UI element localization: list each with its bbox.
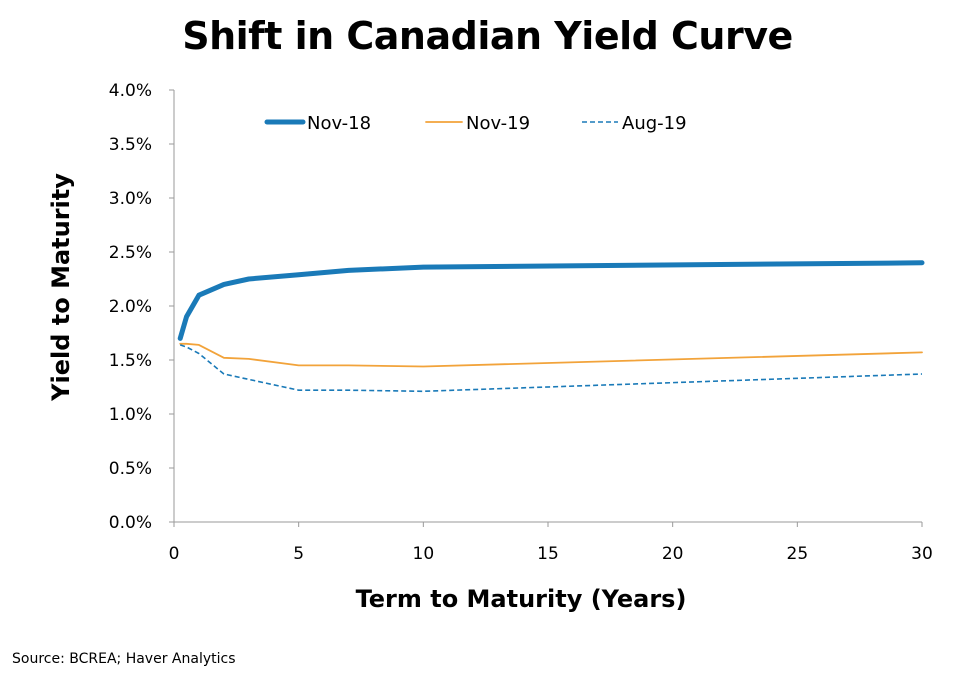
y-tick-label: 1.0%: [109, 405, 152, 425]
x-tick-label: 5: [293, 544, 304, 564]
chart-title: Shift in Canadian Yield Curve: [182, 14, 793, 58]
y-tick-label: 2.0%: [109, 297, 152, 317]
x-axis-title: Term to Maturity (Years): [356, 585, 687, 613]
legend-label-nov-19: Nov-19: [466, 113, 530, 134]
y-tick-labels: 0.0% 0.5% 1.0% 1.5% 2.0% 2.5% 3.0% 3.5% 4.0%: [109, 81, 174, 533]
y-axis-title: Yield to Maturity: [47, 173, 75, 402]
y-tick-label: 0.0%: [109, 513, 152, 533]
series-lines: [177, 260, 925, 393]
y-tick-label: 3.0%: [109, 189, 152, 209]
x-tick-label: 15: [537, 544, 559, 564]
x-tick-label: 0: [169, 544, 180, 564]
y-tick-label: 2.5%: [109, 243, 152, 263]
y-tick-label: 4.0%: [109, 81, 152, 101]
series-line-nov-19: [179, 342, 923, 368]
y-tick-label: 0.5%: [109, 459, 152, 479]
legend-label-aug-19: Aug-19: [622, 113, 687, 134]
x-tick-label: 25: [787, 544, 809, 564]
series-line-nov-18: [177, 260, 925, 341]
x-tick-label: 30: [911, 544, 933, 564]
y-tick-label: 1.5%: [109, 351, 152, 371]
legend: Nov-18 Nov-19 Aug-19: [264, 113, 687, 134]
source-note: Source: BCREA; Haver Analytics: [12, 651, 236, 667]
x-tick-label: 10: [413, 544, 435, 564]
legend-label-nov-18: Nov-18: [307, 113, 371, 134]
x-tick-labels: 0 5 10 15 20 25 30: [169, 522, 933, 564]
series-line-aug-19: [179, 344, 923, 393]
axes: [173, 90, 922, 523]
x-tick-label: 20: [662, 544, 684, 564]
y-tick-label: 3.5%: [109, 135, 152, 155]
